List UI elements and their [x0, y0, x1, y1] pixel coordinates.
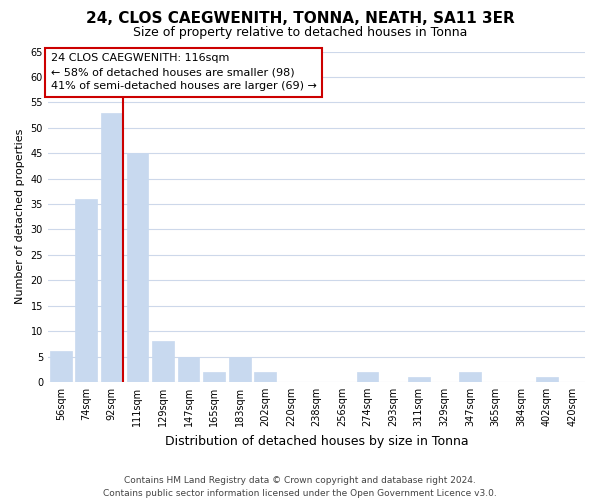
Bar	[152, 342, 174, 382]
Text: 24 CLOS CAEGWENITH: 116sqm
← 58% of detached houses are smaller (98)
41% of semi: 24 CLOS CAEGWENITH: 116sqm ← 58% of deta…	[50, 53, 316, 91]
X-axis label: Distribution of detached houses by size in Tonna: Distribution of detached houses by size …	[164, 434, 468, 448]
Bar	[459, 372, 481, 382]
Bar	[50, 352, 71, 382]
Bar	[536, 377, 557, 382]
Bar	[357, 372, 379, 382]
Bar	[76, 199, 97, 382]
Text: 24, CLOS CAEGWENITH, TONNA, NEATH, SA11 3ER: 24, CLOS CAEGWENITH, TONNA, NEATH, SA11 …	[86, 11, 514, 26]
Bar	[254, 372, 276, 382]
Bar	[229, 356, 251, 382]
Bar	[178, 356, 199, 382]
Text: Size of property relative to detached houses in Tonna: Size of property relative to detached ho…	[133, 26, 467, 39]
Text: Contains HM Land Registry data © Crown copyright and database right 2024.
Contai: Contains HM Land Registry data © Crown c…	[103, 476, 497, 498]
Bar	[203, 372, 225, 382]
Bar	[127, 153, 148, 382]
Bar	[101, 112, 123, 382]
Y-axis label: Number of detached properties: Number of detached properties	[15, 129, 25, 304]
Bar	[408, 377, 430, 382]
